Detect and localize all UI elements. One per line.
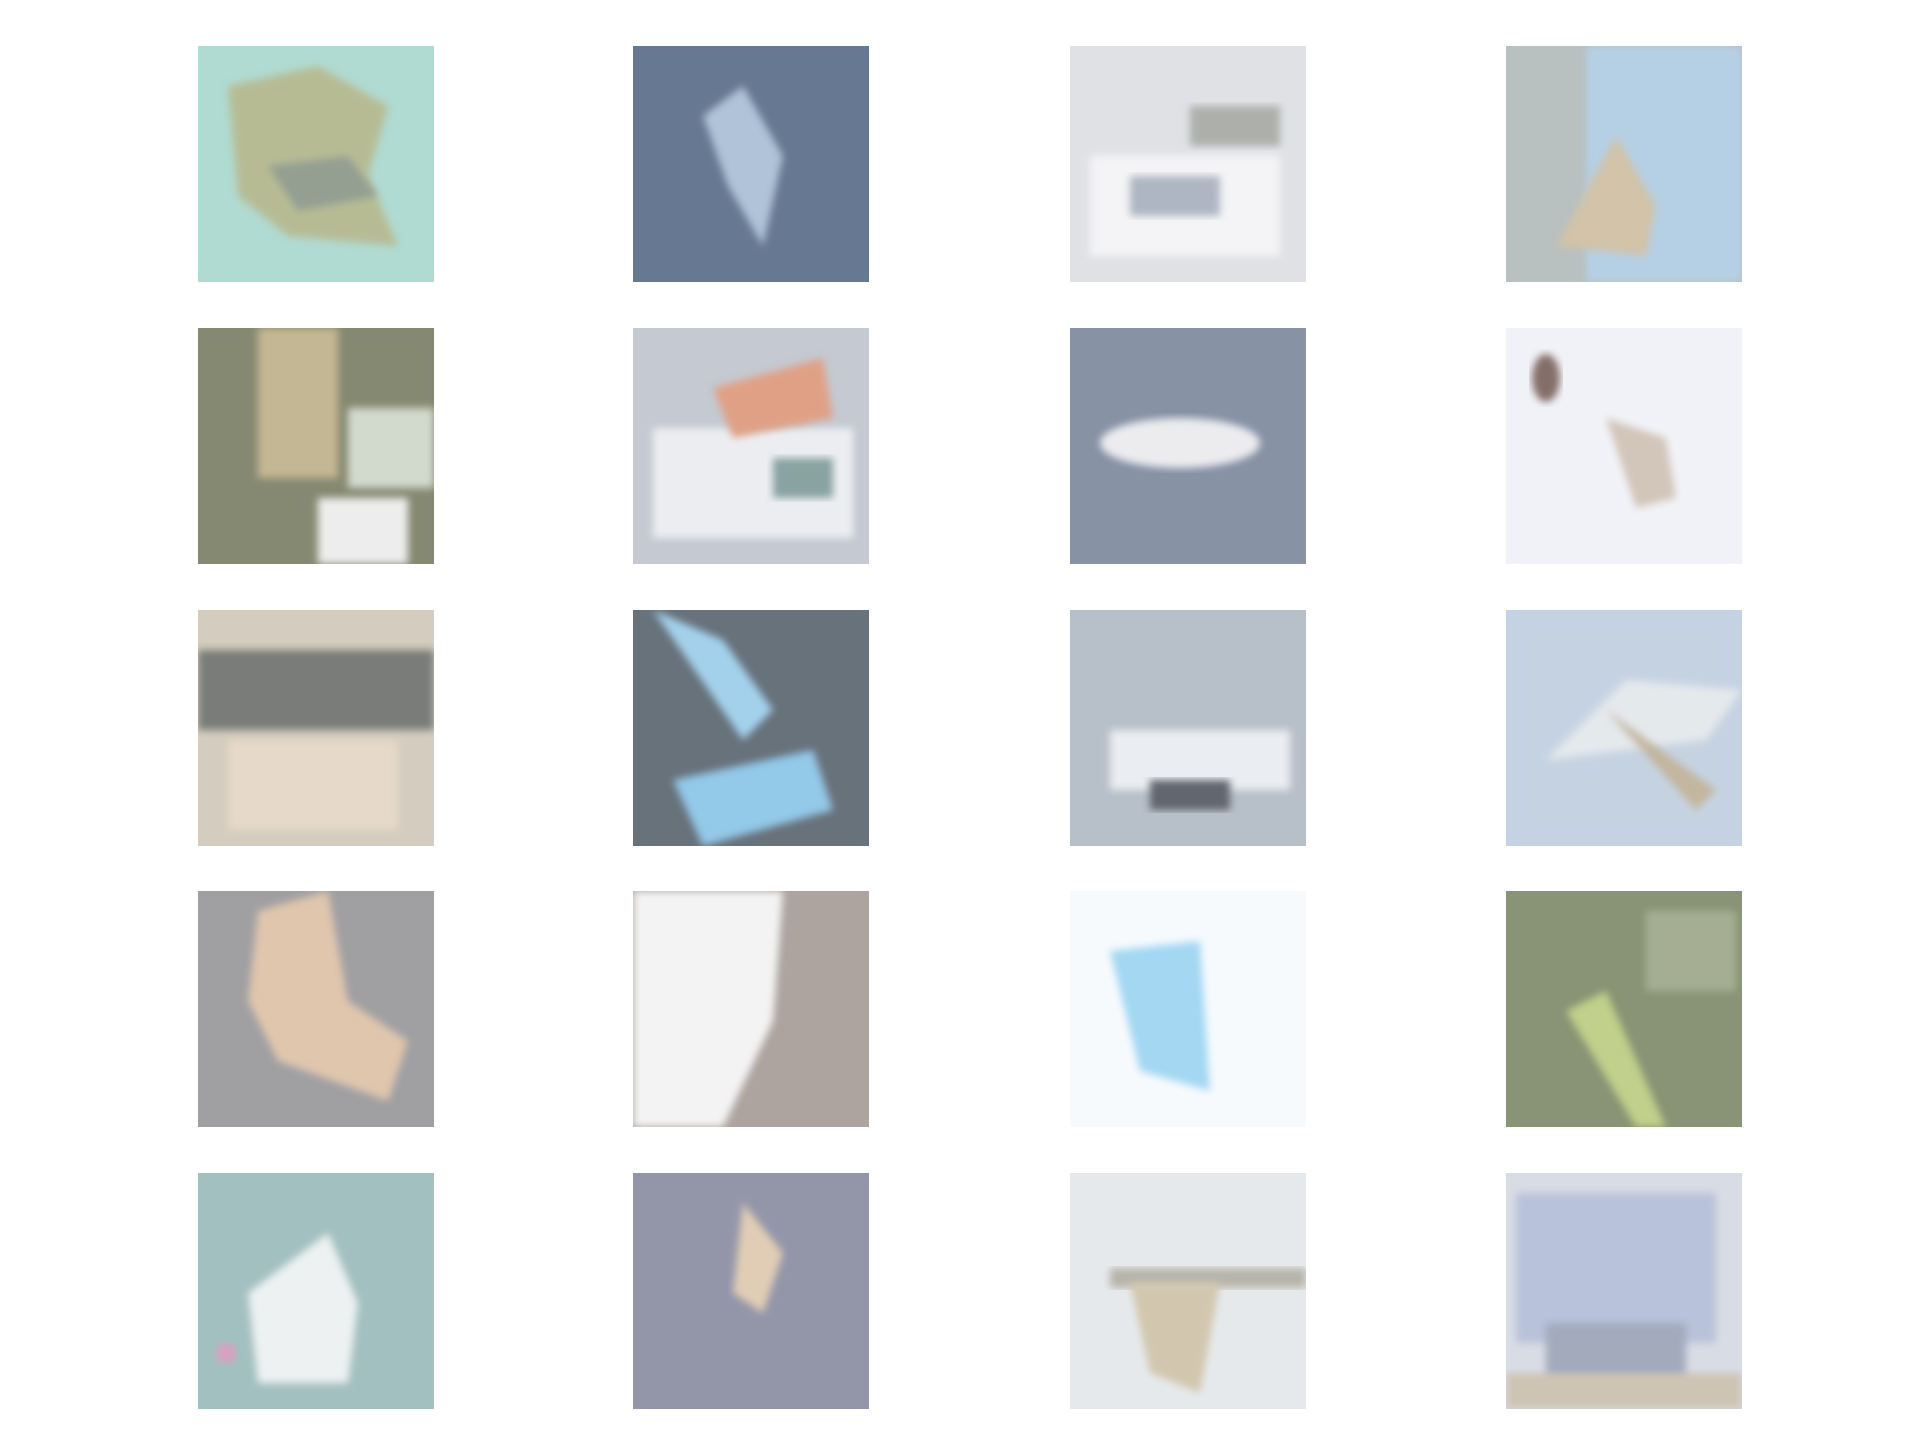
image-tile: [633, 891, 869, 1127]
image-tile: [1070, 328, 1306, 564]
image-tile: [1506, 46, 1742, 282]
image-tile: [1070, 610, 1306, 846]
image-tile: [1506, 328, 1742, 564]
image-tile: [198, 46, 434, 282]
image-tile: [1506, 891, 1742, 1127]
image-tile: [198, 610, 434, 846]
image-tile: [198, 328, 434, 564]
image-tile: [633, 328, 869, 564]
image-tile: [1070, 891, 1306, 1127]
image-tile: [633, 46, 869, 282]
image-tile: [1506, 1173, 1742, 1409]
image-tile: [633, 610, 869, 846]
image-tile: [198, 1173, 434, 1409]
image-tile: [1506, 610, 1742, 846]
image-tile: [633, 1173, 869, 1409]
image-tile: [1070, 1173, 1306, 1409]
image-tile: [1070, 46, 1306, 282]
image-tile: [198, 891, 434, 1127]
